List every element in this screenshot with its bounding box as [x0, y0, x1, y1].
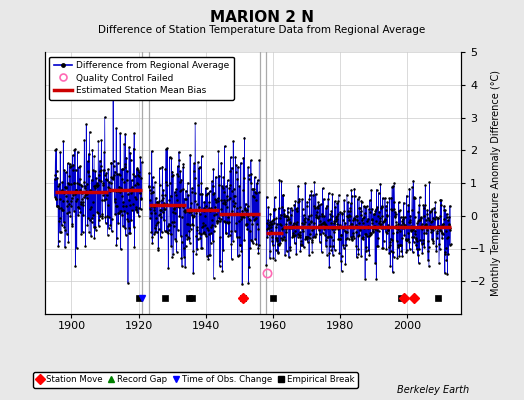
Text: MARION 2 N: MARION 2 N [210, 10, 314, 25]
Y-axis label: Monthly Temperature Anomaly Difference (°C): Monthly Temperature Anomaly Difference (… [491, 70, 501, 296]
Text: Berkeley Earth: Berkeley Earth [397, 385, 469, 395]
Legend: Station Move, Record Gap, Time of Obs. Change, Empirical Break: Station Move, Record Gap, Time of Obs. C… [33, 372, 358, 388]
Text: Difference of Station Temperature Data from Regional Average: Difference of Station Temperature Data f… [99, 25, 425, 35]
Legend: Difference from Regional Average, Quality Control Failed, Estimated Station Mean: Difference from Regional Average, Qualit… [49, 56, 234, 100]
